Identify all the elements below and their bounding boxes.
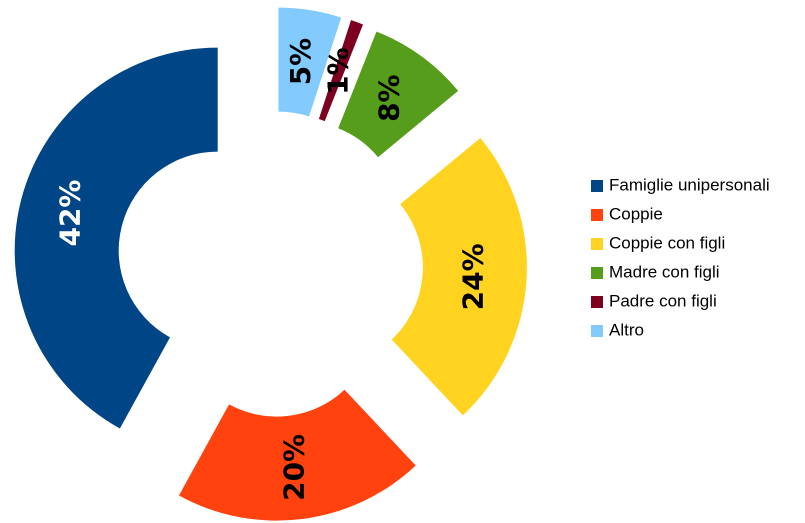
legend-label: Padre con figli [609,291,717,310]
donut-segment [391,137,527,416]
donut-segment [318,20,364,122]
legend-swatch [591,267,603,279]
legend-swatch [591,325,603,337]
data-label: 8% [372,74,405,122]
legend-swatch [591,238,603,250]
legend-label: Coppie [609,204,663,223]
data-label: 20% [278,434,311,501]
legend-swatch [591,209,603,221]
data-label: 42% [53,180,86,247]
legend-label: Famiglie unipersonali [609,175,770,194]
legend-label: Coppie con figli [609,233,725,252]
legend-label: Madre con figli [609,262,720,281]
donut-segment [178,389,416,521]
legend-label: Altro [609,320,644,339]
donut-segment [14,47,218,429]
data-label: 5% [284,38,317,86]
data-label: 24% [457,243,490,310]
legend-swatch [591,180,603,192]
donut-segment [338,31,459,158]
legend-swatch [591,296,603,308]
donut-segment [278,7,342,117]
